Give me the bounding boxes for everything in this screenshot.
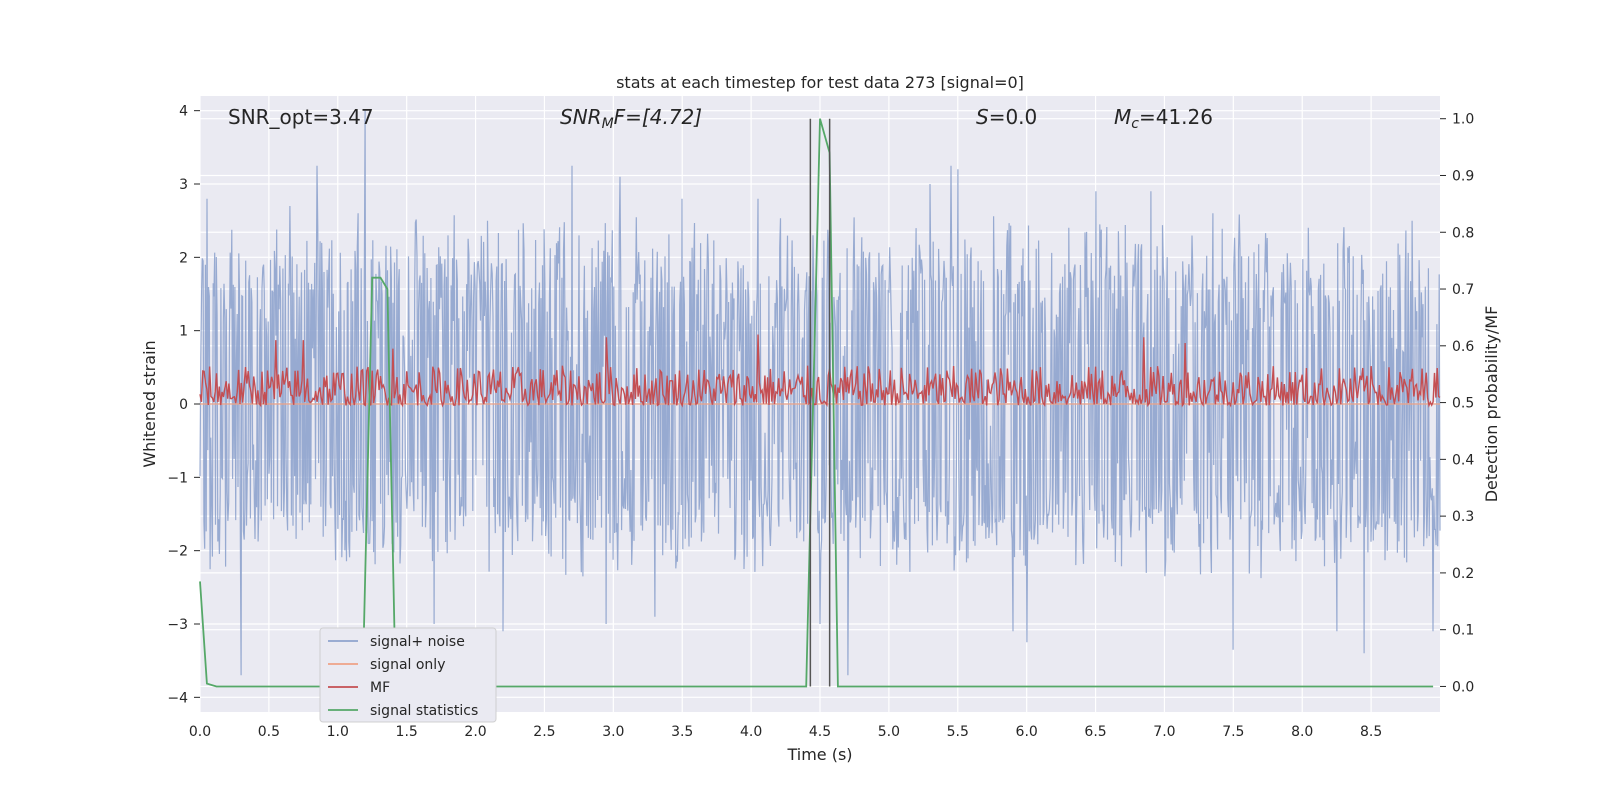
y-tick-label: −3 bbox=[167, 617, 188, 633]
y-tick-label: −4 bbox=[167, 690, 188, 706]
x-tick-label: 7.5 bbox=[1222, 724, 1244, 740]
x-tick-label: 7.0 bbox=[1153, 724, 1175, 740]
x-tick-label: 8.0 bbox=[1291, 724, 1313, 740]
y-right-tick-label: 0.8 bbox=[1452, 225, 1474, 241]
y-axis-label: Whitened strain bbox=[140, 340, 159, 467]
x-tick-label: 4.5 bbox=[809, 724, 831, 740]
y-tick-label: −2 bbox=[167, 544, 188, 560]
y-right-tick-label: 0.4 bbox=[1452, 452, 1474, 468]
y-right-tick-label: 0.1 bbox=[1452, 623, 1474, 639]
x-tick-label: 3.5 bbox=[671, 724, 693, 740]
y-tick-label: 2 bbox=[179, 250, 188, 266]
x-tick-label: 1.0 bbox=[327, 724, 349, 740]
series-mf bbox=[199, 334, 1441, 408]
y-right-tick-label: 0.9 bbox=[1452, 168, 1474, 184]
y-right-tick-label: 1.0 bbox=[1452, 112, 1474, 128]
y-tick-label: 4 bbox=[179, 104, 188, 120]
y-right-tick-label: 0.0 bbox=[1452, 679, 1474, 695]
legend-label-signal-only: signal only bbox=[370, 657, 445, 673]
y-tick-label: 1 bbox=[179, 324, 188, 340]
x-tick-label: 5.0 bbox=[878, 724, 900, 740]
x-tick-label: 6.5 bbox=[1084, 724, 1106, 740]
y-right-tick-label: 0.3 bbox=[1452, 509, 1474, 525]
vlines bbox=[809, 118, 831, 687]
x-tick-label: 1.5 bbox=[396, 724, 418, 740]
x-tick-label: 2.5 bbox=[533, 724, 555, 740]
annotation-snr-mf: SNRMF=[4.72] bbox=[560, 105, 702, 132]
y-right-tick-label: 0.5 bbox=[1452, 396, 1474, 412]
x-axis-label: Time (s) bbox=[786, 745, 852, 764]
x-tick-label: 5.5 bbox=[947, 724, 969, 740]
x-tick-label: 2.0 bbox=[464, 724, 486, 740]
annotation-s: S=0.0 bbox=[976, 105, 1037, 129]
legend-label-signal-noise: signal+ noise bbox=[370, 634, 465, 650]
y-right-tick-label: 0.2 bbox=[1452, 566, 1474, 582]
annotation-snr-opt: SNR_opt=3.47 bbox=[228, 105, 374, 129]
y-right-tick-label: 0.6 bbox=[1452, 339, 1474, 355]
series-signal-noise bbox=[199, 110, 1441, 676]
annotation-mc: Mc=41.26 bbox=[1114, 105, 1213, 132]
legend: signal+ noise signal only MF signal stat… bbox=[319, 627, 497, 723]
legend-label-mf: MF bbox=[370, 680, 390, 696]
y-right-tick-label: 0.7 bbox=[1452, 282, 1474, 298]
x-tick-label: 8.5 bbox=[1360, 724, 1382, 740]
x-tick-label: 3.0 bbox=[602, 724, 624, 740]
x-tick-label: 6.0 bbox=[1016, 724, 1038, 740]
legend-box bbox=[319, 627, 497, 723]
y-tick-label: −1 bbox=[167, 470, 188, 486]
y-axis-label-right: Detection probability/MF bbox=[1482, 306, 1501, 503]
y-tick-label: 0 bbox=[179, 397, 188, 413]
axes: 0.0 0.5 1.0 1.5 2.0 2.5 3.0 3.5 4.0 4.5 5.0 5.5 6.0 6… bbox=[167, 104, 1474, 740]
x-tick-label: 0.0 bbox=[189, 724, 211, 740]
chart-title: stats at each timestep for test data 273… bbox=[616, 73, 1024, 92]
legend-label-signal-statistics: signal statistics bbox=[370, 703, 478, 719]
y-tick-label: 3 bbox=[179, 177, 188, 193]
x-tick-label: 4.0 bbox=[740, 724, 762, 740]
x-tick-label: 0.5 bbox=[258, 724, 280, 740]
